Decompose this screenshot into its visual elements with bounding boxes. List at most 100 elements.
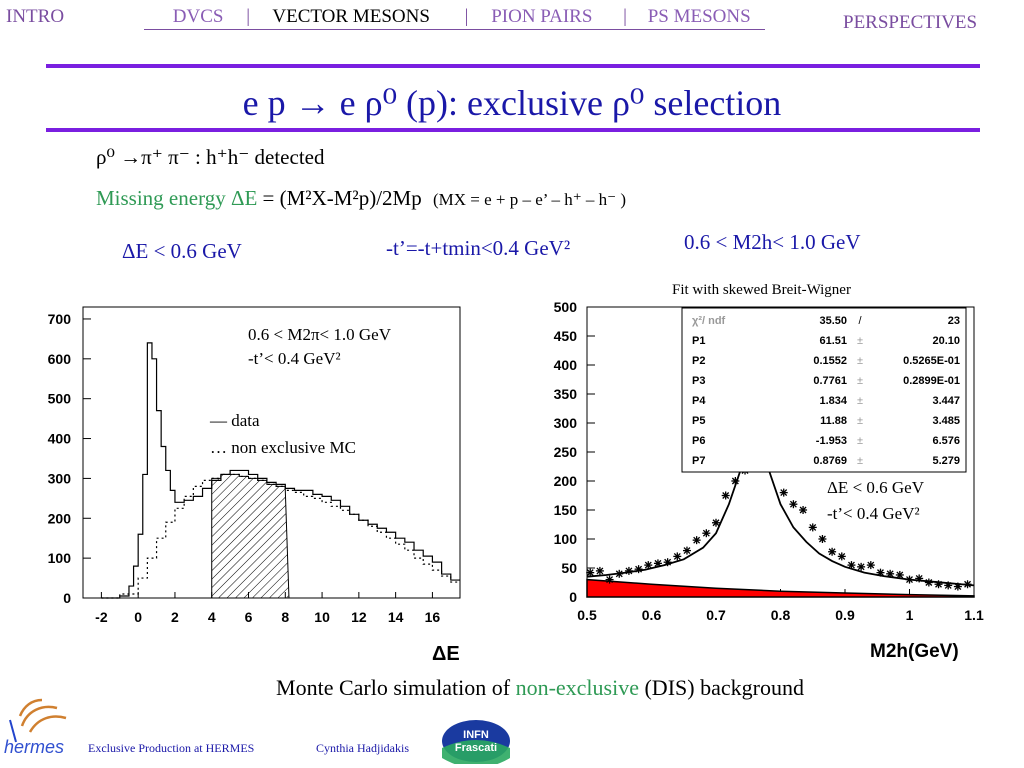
y-tick-label: 100 xyxy=(48,550,72,566)
title-rule-top xyxy=(46,64,980,68)
data-point-stroke xyxy=(818,535,826,543)
stats-row-value: -1.953 xyxy=(816,435,847,447)
data-point xyxy=(953,582,962,591)
x-tick-label: 16 xyxy=(425,609,441,625)
data-point-stroke xyxy=(644,561,652,569)
data-point xyxy=(702,529,711,538)
y-tick-label: 450 xyxy=(554,328,578,344)
data-point xyxy=(663,558,672,567)
missing-energy-formula: = (M²X-M²p)/2Mp xyxy=(262,186,422,210)
data-point xyxy=(779,488,788,497)
data-point-stroke xyxy=(896,571,904,579)
data-point-stroke xyxy=(906,576,913,584)
data-point xyxy=(886,569,895,578)
footer-author: Cynthia Hadjidakis xyxy=(316,741,409,755)
svg-text:hermes: hermes xyxy=(4,737,64,757)
stats-row-separator: ± xyxy=(857,375,863,387)
y-tick-label: 600 xyxy=(48,351,72,367)
stats-row-value: 0.1552 xyxy=(813,355,847,367)
stats-box-frame xyxy=(681,307,967,473)
data-point-stroke xyxy=(615,570,623,578)
data-point xyxy=(876,568,885,577)
stats-row-error: 20.10 xyxy=(932,335,960,347)
data-point-stroke xyxy=(877,569,884,577)
data-point-stroke xyxy=(964,580,972,588)
shaded-selection-region xyxy=(211,473,290,599)
data-point xyxy=(789,500,798,509)
y-tick-label: 700 xyxy=(48,311,72,327)
data-point-stroke xyxy=(789,500,797,508)
data-point-stroke xyxy=(954,583,962,591)
data-point-stroke xyxy=(857,563,865,571)
stats-row-value: 0.7761 xyxy=(813,375,847,387)
data-point xyxy=(653,559,662,568)
stats-row-value: 1.834 xyxy=(819,395,847,407)
x-tick-label: 0 xyxy=(134,609,142,625)
nav-item-vector-mesons[interactable]: VECTOR MESONS xyxy=(272,6,430,27)
decay-line: ρ⁰ →π⁺ π⁻ : h⁺h⁻ detected xyxy=(96,145,325,169)
nav-tabs: DVCS | VECTOR MESONS | PION PAIRS | PS M… xyxy=(144,6,766,30)
stats-row-separator: ± xyxy=(857,455,863,467)
data-point xyxy=(682,546,691,555)
data-point xyxy=(634,565,643,574)
cut-m2h: 0.6 < M2h< 1.0 GeV xyxy=(684,230,861,254)
x-tick-label: 0.9 xyxy=(835,607,855,623)
data-point xyxy=(837,552,846,561)
data-point-stroke xyxy=(925,579,933,586)
x-tick-label: 0.5 xyxy=(577,607,597,623)
stats-row-name: P7 xyxy=(692,455,705,467)
data-point xyxy=(963,580,972,589)
nav-perspectives[interactable]: PERSPECTIVES xyxy=(843,12,978,33)
x-tick-label: 14 xyxy=(388,609,404,625)
y-tick-label: 0 xyxy=(569,589,577,605)
stats-row-error: 3.447 xyxy=(932,395,960,407)
legend-mc: … non exclusive MC xyxy=(210,438,356,457)
stats-row-value: 35.50 xyxy=(819,315,847,327)
data-point-stroke xyxy=(867,561,875,569)
x-tick-label: -2 xyxy=(95,609,108,625)
stats-row-name: P3 xyxy=(692,375,705,387)
data-point xyxy=(644,561,653,570)
y-tick-label: 0 xyxy=(63,590,71,606)
data-point xyxy=(624,566,633,575)
stats-row-error: 0.5265E-01 xyxy=(903,355,960,367)
stats-row-value: 0.8769 xyxy=(813,455,847,467)
data-histogram-line xyxy=(101,342,460,599)
stats-row-error: 6.576 xyxy=(932,435,960,447)
data-point-stroke xyxy=(596,567,604,575)
data-point xyxy=(857,562,866,571)
legend-cut-t: -t’< 0.4 GeV² xyxy=(248,349,341,368)
data-point-stroke xyxy=(847,561,855,569)
nav-item-pion-pairs[interactable]: PION PAIRS xyxy=(491,6,593,27)
data-point-stroke xyxy=(731,477,739,485)
data-point-stroke xyxy=(838,552,846,560)
nav-item-ps-mesons[interactable]: PS MESONS xyxy=(647,6,751,27)
left-xaxis-title: ΔE xyxy=(432,643,460,665)
delta-e-histogram: -2 0 2 4 6 8 10 12 14 16 0 100 200 300 400 500 600 700 0.… xyxy=(48,306,461,665)
data-point-stroke xyxy=(673,552,681,560)
x-tick-label: 2 xyxy=(171,609,179,625)
data-point xyxy=(692,536,701,545)
fit-header: Fit with skewed Breit-Wigner xyxy=(672,282,851,298)
data-point-stroke xyxy=(828,548,836,556)
m2h-fit-plot: 0.5 0.6 0.7 0.8 0.9 1 1.1 0 50 100 150 200 250 300 350… xyxy=(554,299,984,662)
right-cut-delta-e: ΔE < 0.6 GeV xyxy=(827,478,925,497)
y-tick-label: 250 xyxy=(554,444,578,460)
data-point xyxy=(595,566,604,575)
slide-title: e p → e ρ⁰ (p): exclusive ρ⁰ selection xyxy=(242,83,782,123)
data-point-stroke xyxy=(722,492,730,499)
nav-item-dvcs[interactable]: DVCS xyxy=(172,6,224,27)
data-point-stroke xyxy=(809,523,817,531)
mc-histogram-line xyxy=(101,473,460,599)
stats-row-error: 3.485 xyxy=(932,415,960,427)
data-point xyxy=(895,570,904,579)
data-point xyxy=(808,523,817,532)
stats-row-separator: ± xyxy=(857,435,863,447)
data-point-stroke xyxy=(712,519,720,527)
stats-row-name: P4 xyxy=(692,395,706,407)
data-point xyxy=(866,561,875,570)
nav-intro[interactable]: INTRO xyxy=(6,6,65,27)
data-point xyxy=(731,477,740,485)
stats-row-separator: ± xyxy=(857,355,863,367)
stats-row-name: P5 xyxy=(692,415,705,427)
